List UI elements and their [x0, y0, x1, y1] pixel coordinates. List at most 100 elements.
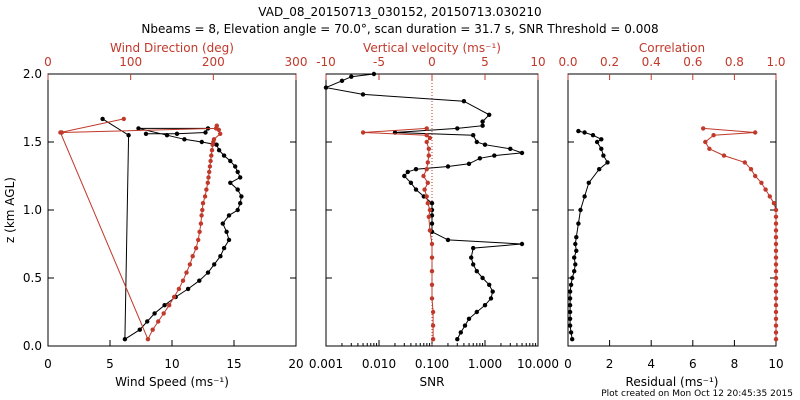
data-point [402, 173, 407, 179]
data-point [126, 133, 131, 138]
y-tick-label: 1.0 [23, 203, 42, 217]
data-point [573, 262, 578, 267]
top-x-tick-label: 0.8 [725, 55, 744, 69]
data-point [567, 323, 573, 328]
data-point [220, 221, 225, 226]
data-point [156, 319, 161, 324]
data-point [773, 207, 779, 213]
data-point [701, 126, 706, 131]
data-point [180, 278, 186, 283]
x-tick-label: 10 [164, 357, 179, 371]
data-point [471, 262, 476, 267]
plot-frame [47, 73, 297, 347]
data-point [469, 255, 474, 260]
y-axis-label: z (km AGL) [3, 177, 17, 243]
data-point [759, 180, 764, 185]
top-x-tick-label: 100 [119, 55, 142, 69]
x-tick-label: 0.100 [415, 357, 449, 371]
data-point [235, 207, 240, 213]
data-point [471, 133, 476, 138]
data-point [405, 169, 410, 175]
data-point [773, 303, 779, 308]
data-point [586, 180, 591, 185]
data-point [162, 303, 167, 308]
top-x-tick-label: 300 [285, 55, 308, 69]
data-point [480, 123, 485, 128]
x-tick-label: 20 [288, 357, 303, 371]
data-point [199, 213, 204, 218]
data-point [471, 245, 476, 251]
data-point [213, 126, 219, 131]
top-x-tick-label: 0.2 [600, 55, 619, 69]
data-point [238, 201, 243, 206]
data-point [773, 221, 779, 226]
x-axis-label: Wind Speed (ms⁻¹) [115, 375, 229, 389]
data-point [197, 278, 202, 283]
data-point [430, 337, 436, 342]
data-point [773, 214, 779, 219]
x-tick-label: 0.010 [362, 357, 396, 371]
top-x-axis-label: Wind Direction (deg) [110, 41, 234, 55]
data-point [100, 116, 105, 122]
data-point [235, 169, 240, 175]
y-tick-label: 0.5 [23, 271, 42, 285]
data-point [773, 296, 779, 301]
data-point [462, 323, 468, 328]
data-point [508, 146, 513, 151]
top-x-tick-label: 0 [428, 55, 436, 69]
x-tick-label: 10 [768, 357, 783, 371]
data-point [582, 194, 587, 199]
data-point [574, 235, 579, 240]
top-x-tick-label: -10 [316, 55, 336, 69]
data-point [601, 153, 606, 158]
data-point [323, 85, 329, 90]
data-point [474, 309, 479, 315]
data-point [455, 126, 460, 131]
data-point [218, 131, 223, 136]
data-point [198, 221, 204, 226]
data-point [216, 148, 222, 153]
data-point [455, 337, 460, 342]
data-point [122, 337, 128, 342]
data-point [429, 241, 435, 247]
data-point [742, 160, 747, 165]
figure-title-line1: VAD_08_20150713_030152, 20150713.030210 [258, 5, 541, 19]
data-point [482, 303, 488, 308]
data-point [574, 248, 579, 253]
data-point [199, 139, 204, 145]
data-point [474, 269, 479, 274]
series-line-2 [363, 127, 434, 340]
data-point [424, 133, 429, 138]
data-point [226, 213, 232, 218]
data-point [519, 241, 525, 247]
data-point [235, 187, 240, 192]
data-point [480, 275, 485, 281]
x-tick-label: 1.000 [468, 357, 502, 371]
top-x-axis-label: Vertical velocity (ms⁻¹) [363, 41, 501, 55]
data-point [426, 214, 431, 219]
data-point [371, 71, 377, 77]
data-point [763, 187, 768, 192]
data-point [753, 173, 758, 179]
data-point [143, 131, 149, 136]
top-x-tick-label: -5 [373, 55, 385, 69]
data-point [197, 229, 202, 234]
data-point [773, 262, 779, 267]
data-point [427, 207, 433, 213]
series-line-2 [59, 118, 221, 341]
data-point [200, 207, 205, 213]
data-point [771, 201, 777, 206]
y-tick-label: 1.5 [23, 135, 42, 149]
data-point [578, 207, 583, 213]
data-point [466, 316, 472, 321]
data-point [576, 128, 581, 134]
data-point [185, 286, 191, 292]
data-point [711, 133, 716, 138]
data-point [707, 146, 712, 151]
data-point [567, 289, 573, 294]
data-point [488, 296, 494, 301]
data-point [136, 126, 141, 131]
top-x-tick-label: 200 [202, 55, 225, 69]
data-point [204, 187, 209, 192]
